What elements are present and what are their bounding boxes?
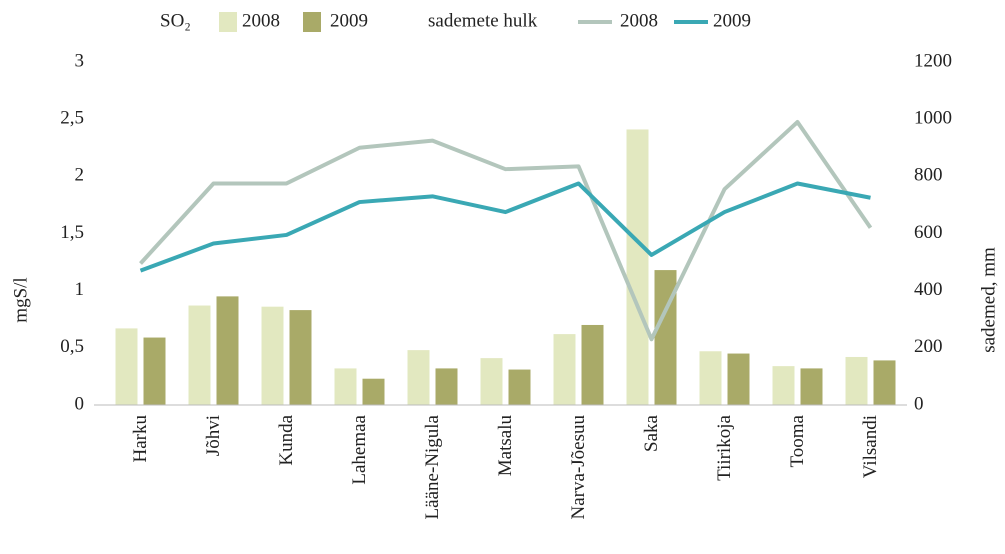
- x-tick-label: Vilsandi: [860, 415, 881, 478]
- bar: [435, 368, 458, 405]
- bar: [143, 337, 166, 405]
- bar: [654, 270, 677, 405]
- y2-tick-label: 200: [914, 336, 943, 357]
- legend-label: 2008: [620, 10, 658, 31]
- bar: [407, 350, 430, 405]
- y2-tick-label: 800: [914, 165, 943, 186]
- x-tick-label: Saka: [641, 414, 662, 452]
- legend-swatch: [219, 12, 237, 32]
- legend-label: 2009: [713, 10, 751, 31]
- bar: [873, 360, 896, 405]
- bar: [334, 368, 357, 405]
- legend-swatch: [303, 12, 321, 32]
- line: [139, 120, 873, 342]
- bar: [115, 328, 138, 405]
- bar: [289, 310, 312, 405]
- legend-title: SO₂: [160, 10, 191, 31]
- y-tick-label: 2,5: [60, 108, 84, 129]
- y-tick-label: 0,5: [60, 336, 84, 357]
- x-tick-label: Tiirikoja: [714, 414, 735, 480]
- y-tick-label: 3: [75, 50, 85, 71]
- bar: [553, 334, 576, 405]
- legend-label: 2009: [330, 10, 368, 31]
- y2-tick-label: 1000: [914, 108, 952, 129]
- x-tick-label: Matsalu: [495, 415, 516, 477]
- x-tick-label: Lahemaa: [349, 414, 370, 484]
- y-tick-label: 2: [75, 165, 85, 186]
- y-tick-label: 1,5: [60, 222, 84, 243]
- y-tick-label: 1: [75, 279, 85, 300]
- bar: [699, 351, 722, 405]
- bar: [727, 353, 750, 405]
- y2-tick-label: 600: [914, 222, 943, 243]
- y2-tick-label: 400: [914, 279, 943, 300]
- bar: [508, 369, 531, 405]
- y2-axis-label: sademed, mm: [978, 247, 999, 353]
- x-tick-label: Narva-Jõesuu: [568, 415, 589, 520]
- bar: [626, 129, 649, 405]
- bar: [362, 378, 385, 405]
- bar: [772, 366, 795, 405]
- x-tick-label: Jõhvi: [203, 415, 224, 456]
- x-tick-label: Tooma: [787, 414, 808, 467]
- y-tick-label: 0: [75, 393, 85, 414]
- bar: [845, 356, 868, 405]
- legend-label: 2008: [242, 10, 280, 31]
- x-tick-label: Lääne-Nigula: [422, 414, 443, 519]
- legend-title: sademete hulk: [428, 10, 538, 31]
- line: [139, 181, 871, 273]
- bar: [800, 368, 823, 405]
- bar: [480, 358, 503, 405]
- y2-tick-label: 1200: [914, 50, 952, 71]
- y2-tick-label: 0: [914, 393, 924, 414]
- x-tick-label: Kunda: [276, 414, 297, 465]
- bar: [188, 305, 211, 405]
- bar: [581, 324, 604, 405]
- bar: [216, 296, 239, 405]
- y-axis-label: mgS/l: [10, 277, 31, 322]
- bar: [261, 306, 284, 405]
- x-tick-label: Harku: [130, 415, 151, 463]
